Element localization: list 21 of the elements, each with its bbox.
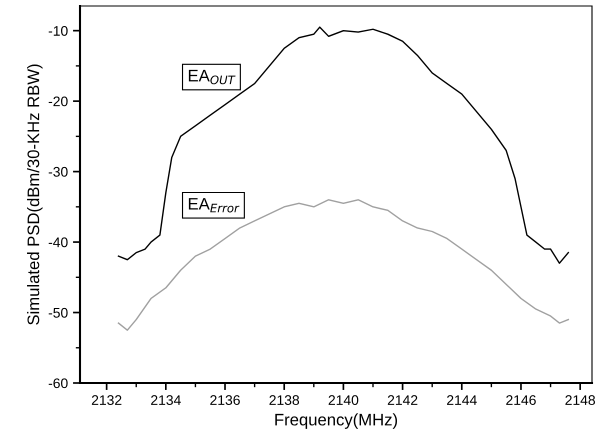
x-tick-label: 2132 — [92, 395, 122, 406]
series-label: EA$_{OUT}$ — [188, 70, 236, 84]
y-tick-label: -10 — [48, 26, 68, 36]
line-series — [118, 199, 570, 331]
y-tick-label: -60 — [48, 378, 68, 388]
x-tick-label: 2136 — [210, 395, 240, 406]
y-tick-label: -30 — [48, 166, 68, 177]
y-tick-label: -20 — [48, 96, 68, 106]
x-tick-label: 2140 — [328, 395, 358, 406]
series-label: EA$_{Error}$ — [188, 198, 240, 212]
y-tick-label: -40 — [48, 237, 68, 248]
x-tick-label: 2148 — [565, 395, 596, 406]
x-tick-label: 2138 — [269, 395, 300, 406]
y-tick-label: -50 — [48, 308, 68, 318]
line-series — [118, 26, 570, 264]
y-axis-title: Simulated PSD(dBm/30-KHz RBW) — [27, 64, 43, 325]
x-tick-label: 2134 — [151, 395, 181, 406]
x-tick-label: 2142 — [388, 395, 418, 405]
x-tick-label: 2144 — [447, 395, 477, 405]
x-tick-label: 2146 — [506, 395, 536, 406]
x-axis-title: Frequency(MHz) — [275, 413, 398, 429]
